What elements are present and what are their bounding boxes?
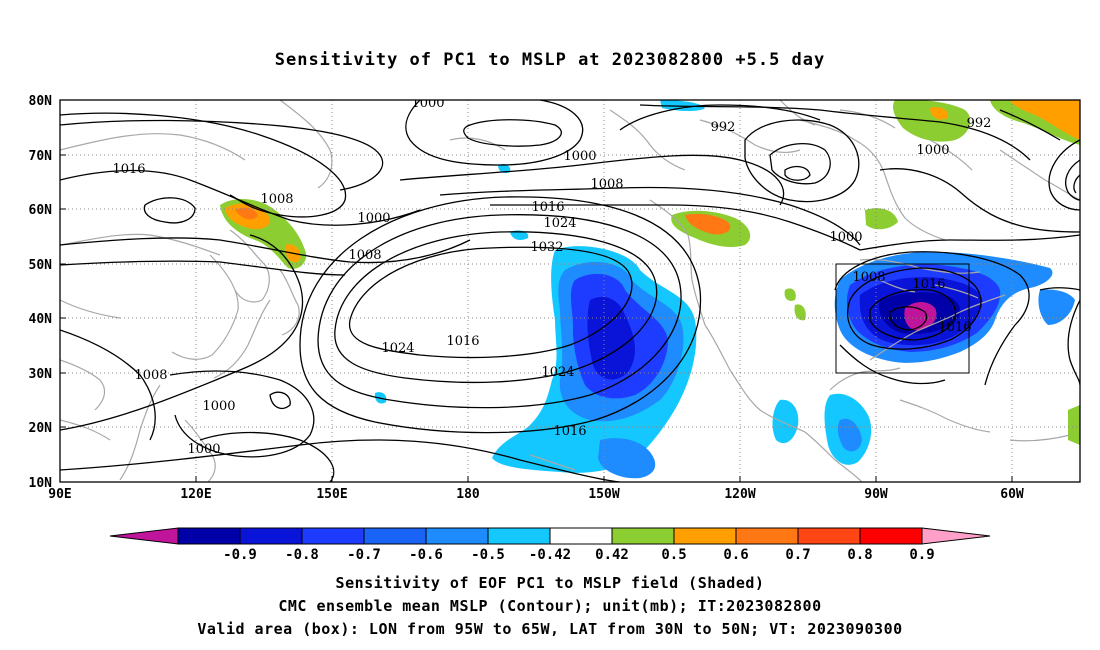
colorbar-label: 0.5 [661, 547, 686, 563]
contour-label-group: 1000 992 992 1016 1000 1000 1008 1008 10… [112, 96, 992, 457]
footer-line-2: CMC ensemble mean MSLP (Contour); unit(m… [278, 597, 822, 615]
contour-label: 1024 [381, 341, 414, 356]
colorbar-swatch [735, 527, 799, 545]
colorbar-swatch [487, 527, 551, 545]
contour-label: 1008 [590, 177, 623, 192]
lon-label: 180 [456, 487, 480, 502]
lon-label: 90W [864, 487, 888, 502]
lon-label: 150W [588, 487, 619, 502]
colorbar-label: -0.6 [409, 547, 443, 563]
lat-label: 40N [29, 312, 53, 327]
contour-label: 992 [967, 116, 992, 131]
colorbar-label: 0.9 [909, 547, 934, 563]
lon-label: 120W [724, 487, 755, 502]
plot-frame [59, 99, 1081, 483]
neg-blob-pacific-core [587, 296, 636, 380]
contour-label: 1000 [411, 96, 444, 111]
contour-label: 1016 [112, 162, 145, 177]
colorbar-swatch [673, 527, 737, 545]
contour-label: 1016 [553, 424, 586, 439]
lat-label: 30N [29, 367, 53, 382]
shaded-fields [220, 100, 1080, 479]
contour-label: 1008 [348, 248, 381, 263]
colorbar-swatch [239, 527, 303, 545]
contour-label: 992 [711, 120, 736, 135]
lon-label: 60W [1000, 487, 1024, 502]
colorbar-label: 0.6 [723, 547, 748, 563]
colorbar-label: 0.42 [595, 547, 629, 563]
contour-label: 1000 [916, 143, 949, 158]
lat-label: 60N [29, 203, 53, 218]
lon-label: 150E [316, 487, 347, 502]
colorbar-label: -0.42 [529, 547, 571, 563]
colorbar-swatch [109, 527, 179, 545]
longitude-labels: 90E 120E 150E 180 150W 120W 90W 60W [48, 487, 1024, 502]
colorbar-swatch [797, 527, 861, 545]
colorbar-swatch [301, 527, 365, 545]
lat-label: 10N [29, 476, 53, 491]
mslp-contours [60, 100, 1080, 482]
colorbar-swatch [859, 527, 923, 545]
lon-label: 90E [48, 487, 71, 502]
map-title: Sensitivity of PC1 to MSLP at 2023082800… [274, 50, 826, 70]
contour-label: 1024 [543, 216, 576, 231]
colorbar-label: -0.5 [471, 547, 505, 563]
colorbar-swatch [363, 527, 427, 545]
contour-label: 1016 [938, 320, 971, 335]
lon-label: 120E [180, 487, 211, 502]
contour-label: 1032 [530, 240, 563, 255]
latitude-labels: 80N 70N 60N 50N 40N 30N 20N 10N [29, 94, 53, 491]
contour-label: 1000 [563, 149, 596, 164]
contour-label: 1016 [912, 277, 945, 292]
lat-label: 80N [29, 94, 53, 109]
colorbar-swatch [611, 527, 675, 545]
colorbar-label: -0.7 [347, 547, 381, 563]
contour-label: 1008 [260, 192, 293, 207]
footer-line-1: Sensitivity of EOF PC1 to MSLP field (Sh… [335, 574, 765, 592]
colorbar: -0.9 -0.8 -0.7 -0.6 -0.5 -0.42 0.42 0.5 0.6 0.7 0.… [109, 527, 991, 563]
colorbar-swatch [921, 527, 991, 545]
neg-blob-namerica-peak [904, 302, 937, 331]
footer-line-3: Valid area (box): LON from 95W to 65W, L… [197, 620, 903, 638]
contour-label: 1000 [829, 230, 862, 245]
contour-label: 1000 [202, 399, 235, 414]
colorbar-label: -0.9 [223, 547, 257, 563]
colorbar-label: 0.7 [785, 547, 810, 563]
contour-label: 1016 [446, 334, 479, 349]
colorbar-label: -0.8 [285, 547, 319, 563]
colorbar-label: 0.8 [847, 547, 872, 563]
colorbar-swatch [177, 527, 241, 545]
contour-label: 1000 [187, 442, 220, 457]
colorbar-swatch [549, 527, 613, 545]
lat-label: 70N [29, 149, 53, 164]
valid-area-box [835, 263, 970, 374]
axis-ticks [60, 99, 1013, 482]
lat-label: 20N [29, 421, 53, 436]
contour-label: 1000 [357, 211, 390, 226]
contour-label: 1024 [541, 365, 574, 380]
colorbar-swatch [425, 527, 489, 545]
contour-label: 1016 [531, 200, 564, 215]
contour-label: 1008 [852, 270, 885, 285]
contour-label: 1008 [134, 368, 167, 383]
lat-label: 50N [29, 258, 53, 273]
